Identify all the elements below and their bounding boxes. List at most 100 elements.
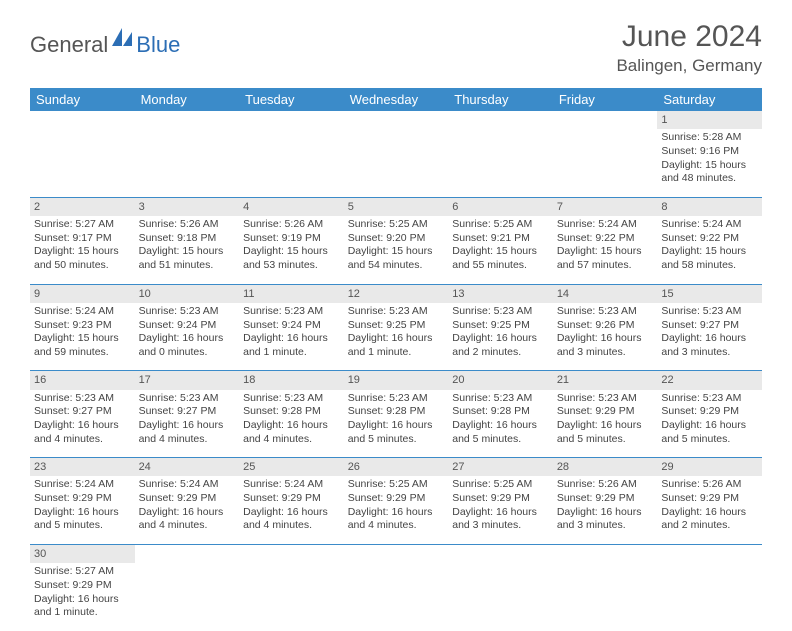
day-ss: Sunset: 9:29 PM: [661, 492, 758, 506]
day-detail-cell: Sunrise: 5:24 AMSunset: 9:22 PMDaylight:…: [657, 216, 762, 284]
day-detail-cell: Sunrise: 5:25 AMSunset: 9:29 PMDaylight:…: [448, 476, 553, 544]
day-number-cell: 28: [553, 458, 658, 477]
day-number-cell: 21: [553, 371, 658, 390]
day-ss: Sunset: 9:28 PM: [348, 405, 445, 419]
day-d1: Daylight: 16 hours: [557, 332, 654, 346]
day-d2: and 4 minutes.: [243, 519, 340, 533]
day-number-row: 23242526272829: [30, 458, 762, 477]
day-number-cell: [657, 544, 762, 563]
day-d1: Daylight: 15 hours: [452, 245, 549, 259]
day-number-cell: 4: [239, 197, 344, 216]
day-number-cell: 17: [135, 371, 240, 390]
day-d2: and 4 minutes.: [34, 433, 131, 447]
day-d1: Daylight: 16 hours: [452, 332, 549, 346]
day-d1: Daylight: 16 hours: [243, 506, 340, 520]
day-d2: and 3 minutes.: [452, 519, 549, 533]
day-ss: Sunset: 9:21 PM: [452, 232, 549, 246]
day-number-cell: 5: [344, 197, 449, 216]
day-ss: Sunset: 9:29 PM: [348, 492, 445, 506]
day-d2: and 58 minutes.: [661, 259, 758, 273]
day-detail-cell: [30, 129, 135, 197]
day-detail-cell: Sunrise: 5:23 AMSunset: 9:26 PMDaylight:…: [553, 303, 658, 371]
day-ss: Sunset: 9:16 PM: [661, 145, 758, 159]
day-detail-cell: Sunrise: 5:28 AMSunset: 9:16 PMDaylight:…: [657, 129, 762, 197]
day-number-cell: [553, 544, 658, 563]
day-d1: Daylight: 16 hours: [139, 419, 236, 433]
logo-text-general: General: [30, 32, 108, 58]
day-detail-row: Sunrise: 5:24 AMSunset: 9:23 PMDaylight:…: [30, 303, 762, 371]
day-detail-cell: Sunrise: 5:26 AMSunset: 9:29 PMDaylight:…: [657, 476, 762, 544]
day-d1: Daylight: 16 hours: [34, 419, 131, 433]
day-detail-cell: [657, 563, 762, 631]
day-detail-row: Sunrise: 5:28 AMSunset: 9:16 PMDaylight:…: [30, 129, 762, 197]
day-ss: Sunset: 9:24 PM: [139, 319, 236, 333]
day-sr: Sunrise: 5:23 AM: [243, 392, 340, 406]
day-number-cell: 18: [239, 371, 344, 390]
day-sr: Sunrise: 5:23 AM: [452, 305, 549, 319]
logo: General Blue: [30, 28, 180, 61]
day-detail-cell: Sunrise: 5:23 AMSunset: 9:24 PMDaylight:…: [239, 303, 344, 371]
day-number-row: 1: [30, 111, 762, 129]
day-d2: and 4 minutes.: [139, 519, 236, 533]
day-number-cell: 8: [657, 197, 762, 216]
day-ss: Sunset: 9:25 PM: [452, 319, 549, 333]
day-d1: Daylight: 16 hours: [139, 332, 236, 346]
day-d1: Daylight: 16 hours: [557, 506, 654, 520]
day-detail-cell: Sunrise: 5:24 AMSunset: 9:22 PMDaylight:…: [553, 216, 658, 284]
day-sr: Sunrise: 5:23 AM: [661, 392, 758, 406]
day-d1: Daylight: 15 hours: [557, 245, 654, 259]
day-number-cell: 29: [657, 458, 762, 477]
day-detail-row: Sunrise: 5:23 AMSunset: 9:27 PMDaylight:…: [30, 390, 762, 458]
day-number-cell: 12: [344, 284, 449, 303]
day-ss: Sunset: 9:19 PM: [243, 232, 340, 246]
day-sr: Sunrise: 5:28 AM: [661, 131, 758, 145]
day-detail-cell: Sunrise: 5:24 AMSunset: 9:23 PMDaylight:…: [30, 303, 135, 371]
day-number-cell: [239, 111, 344, 129]
day-d2: and 3 minutes.: [557, 346, 654, 360]
weekday-header: Monday: [135, 88, 240, 111]
day-sr: Sunrise: 5:27 AM: [34, 218, 131, 232]
day-d2: and 3 minutes.: [661, 346, 758, 360]
day-d2: and 5 minutes.: [34, 519, 131, 533]
day-d1: Daylight: 16 hours: [557, 419, 654, 433]
day-ss: Sunset: 9:29 PM: [452, 492, 549, 506]
weekday-header-row: SundayMondayTuesdayWednesdayThursdayFrid…: [30, 88, 762, 111]
day-d1: Daylight: 15 hours: [139, 245, 236, 259]
day-number-cell: [239, 544, 344, 563]
day-ss: Sunset: 9:29 PM: [661, 405, 758, 419]
day-number-cell: [344, 111, 449, 129]
day-detail-cell: Sunrise: 5:23 AMSunset: 9:27 PMDaylight:…: [657, 303, 762, 371]
calendar-body: 1Sunrise: 5:28 AMSunset: 9:16 PMDaylight…: [30, 111, 762, 631]
day-number-row: 2345678: [30, 197, 762, 216]
day-sr: Sunrise: 5:23 AM: [557, 392, 654, 406]
weekday-header: Wednesday: [344, 88, 449, 111]
day-sr: Sunrise: 5:23 AM: [34, 392, 131, 406]
day-d1: Daylight: 16 hours: [348, 419, 445, 433]
day-d1: Daylight: 16 hours: [661, 419, 758, 433]
day-d2: and 51 minutes.: [139, 259, 236, 273]
day-d2: and 5 minutes.: [348, 433, 445, 447]
day-detail-cell: Sunrise: 5:24 AMSunset: 9:29 PMDaylight:…: [135, 476, 240, 544]
day-number-cell: 22: [657, 371, 762, 390]
day-d2: and 3 minutes.: [557, 519, 654, 533]
day-number-cell: 10: [135, 284, 240, 303]
day-detail-cell: Sunrise: 5:23 AMSunset: 9:28 PMDaylight:…: [448, 390, 553, 458]
day-number-cell: 16: [30, 371, 135, 390]
day-detail-cell: Sunrise: 5:23 AMSunset: 9:29 PMDaylight:…: [657, 390, 762, 458]
day-d1: Daylight: 15 hours: [34, 332, 131, 346]
day-number-cell: 7: [553, 197, 658, 216]
weekday-header: Saturday: [657, 88, 762, 111]
day-sr: Sunrise: 5:23 AM: [348, 392, 445, 406]
day-detail-row: Sunrise: 5:27 AMSunset: 9:17 PMDaylight:…: [30, 216, 762, 284]
day-d1: Daylight: 16 hours: [661, 506, 758, 520]
day-detail-cell: [553, 129, 658, 197]
day-d1: Daylight: 15 hours: [348, 245, 445, 259]
day-sr: Sunrise: 5:27 AM: [34, 565, 131, 579]
day-d2: and 5 minutes.: [557, 433, 654, 447]
day-d2: and 54 minutes.: [348, 259, 445, 273]
logo-sail-icon: [112, 28, 134, 51]
day-ss: Sunset: 9:27 PM: [34, 405, 131, 419]
day-sr: Sunrise: 5:23 AM: [348, 305, 445, 319]
day-detail-cell: [448, 563, 553, 631]
day-d2: and 1 minute.: [34, 606, 131, 620]
